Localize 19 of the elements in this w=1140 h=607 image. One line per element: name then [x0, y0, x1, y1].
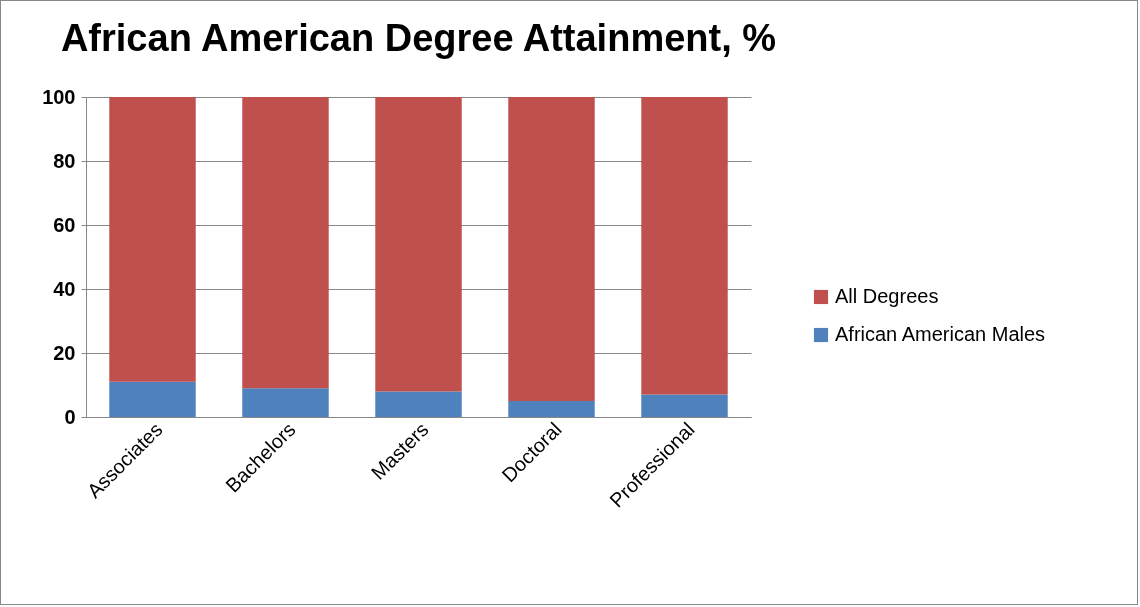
bar [508, 97, 595, 401]
y-tick-label: 60 [53, 213, 76, 236]
y-tick-label: 20 [53, 341, 76, 364]
bar [109, 97, 196, 382]
bar [242, 388, 329, 417]
legend-label: African American Males [835, 323, 1046, 345]
chart-title: African American Degree Attainment, % [60, 17, 777, 59]
bar [641, 394, 728, 417]
bar [375, 97, 462, 392]
bar [109, 381, 196, 417]
bar [242, 97, 329, 389]
bar [375, 391, 462, 417]
y-tick-label: 0 [64, 405, 76, 428]
y-tick-label: 80 [53, 149, 76, 172]
bar [641, 97, 728, 395]
bar [508, 401, 595, 417]
y-tick-label: 40 [53, 277, 76, 300]
y-tick-label: 100 [42, 85, 76, 108]
legend-label: All Degrees [835, 285, 939, 307]
